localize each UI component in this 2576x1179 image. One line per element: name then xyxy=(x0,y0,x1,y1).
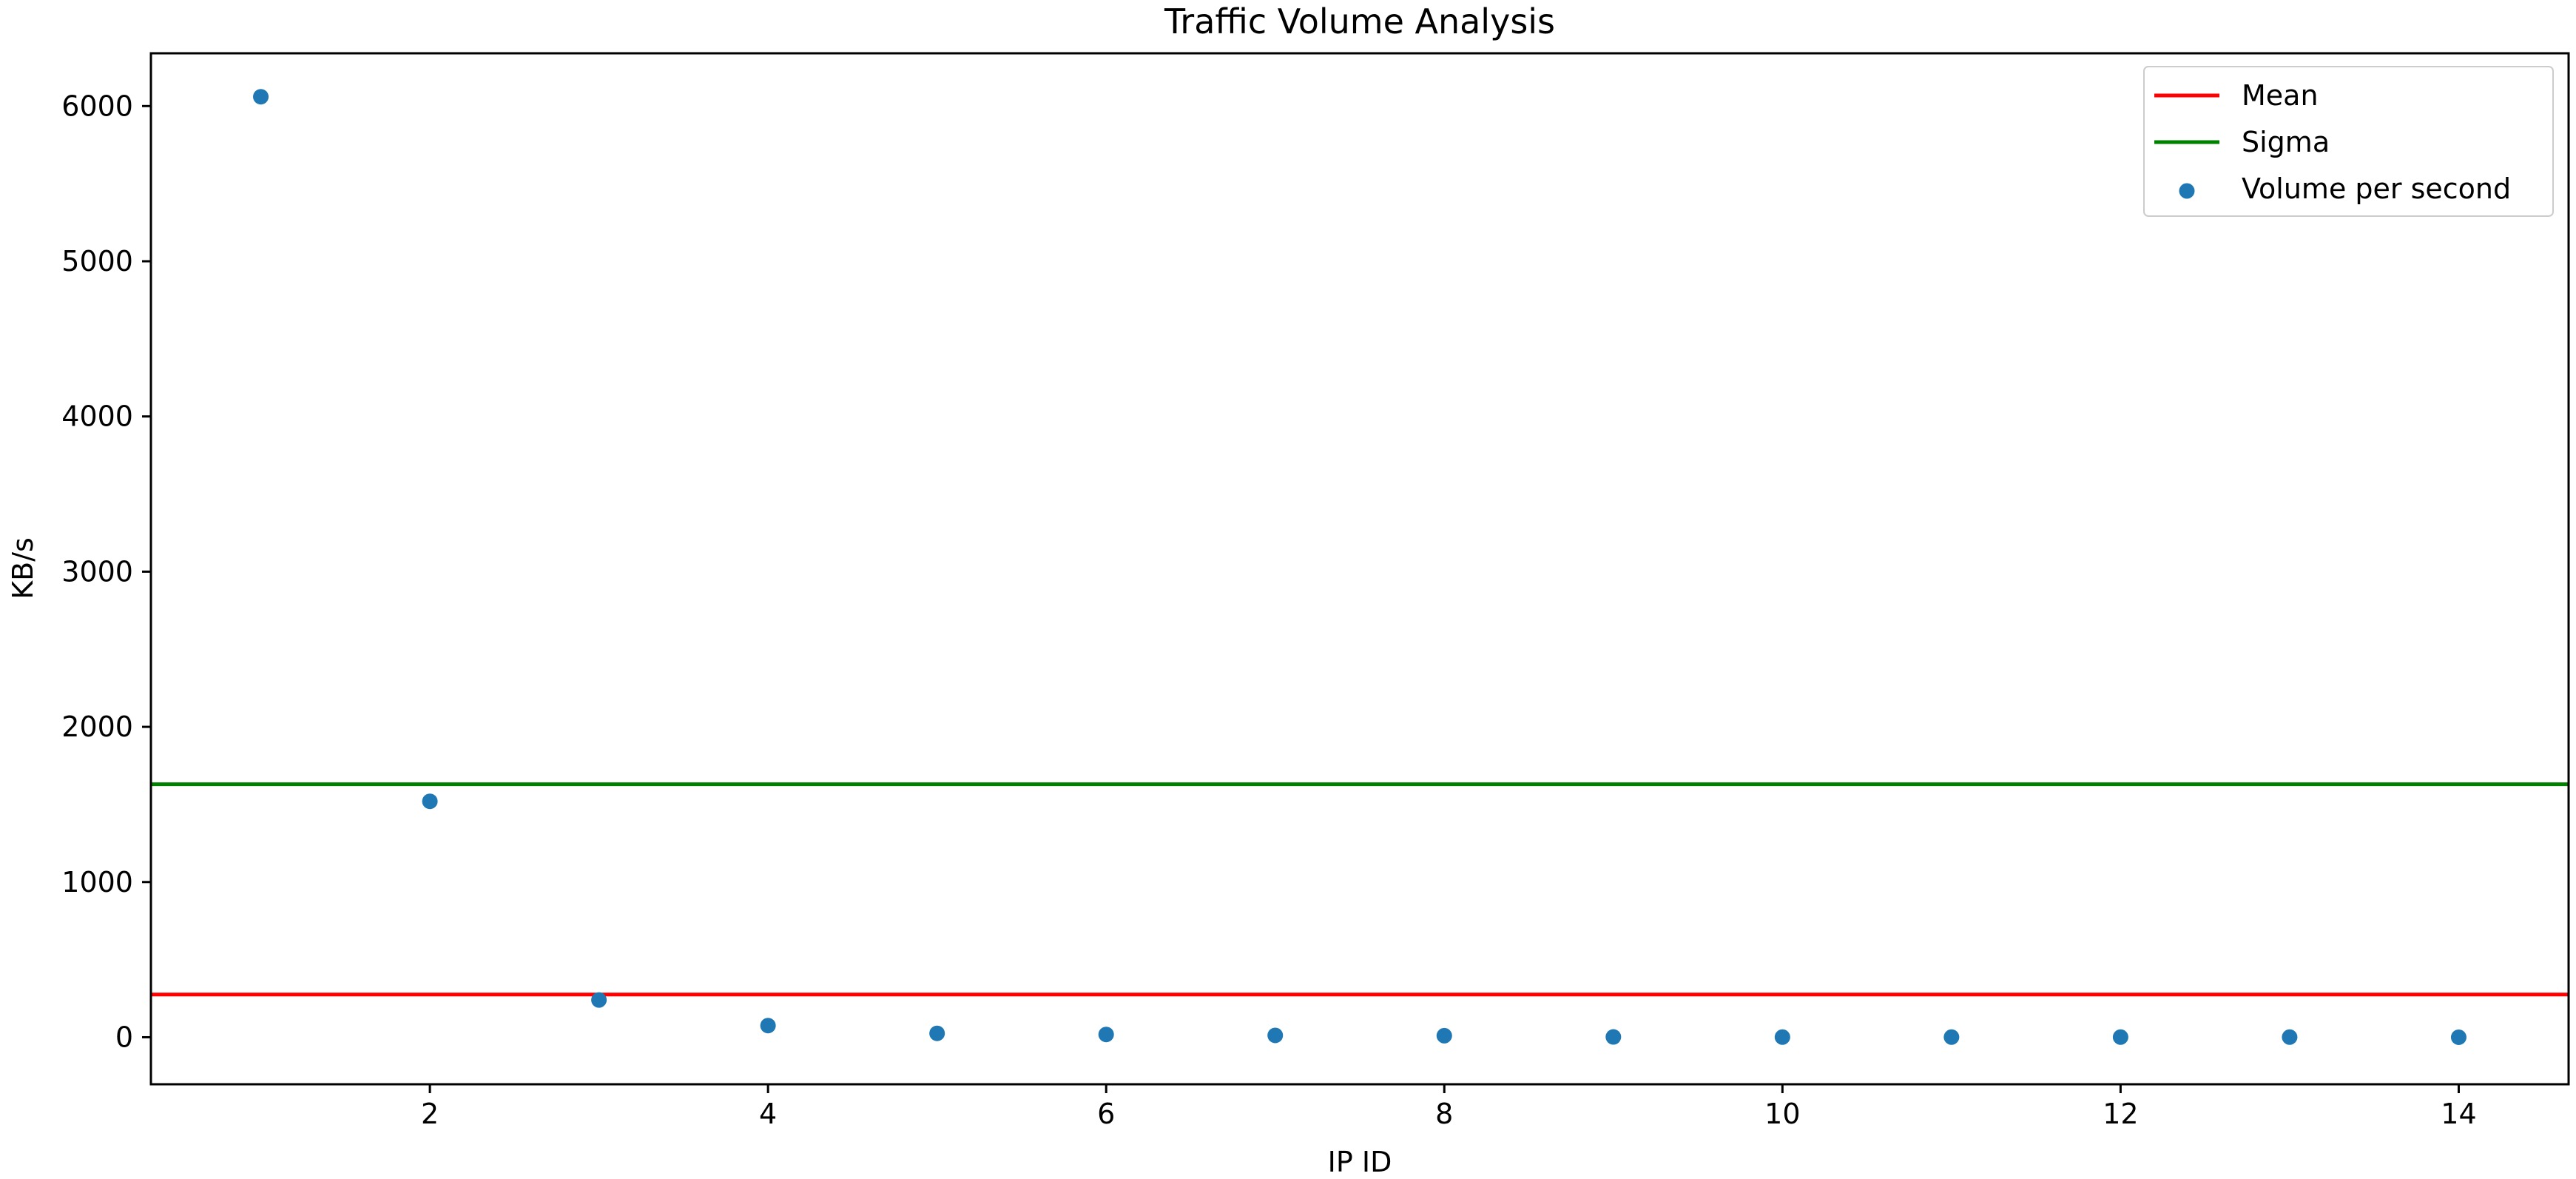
x-tick-label: 6 xyxy=(1097,1098,1115,1130)
data-point xyxy=(1943,1029,1960,1045)
legend-label: Volume per second xyxy=(2242,172,2511,205)
reference-lines xyxy=(151,782,2569,997)
data-point xyxy=(1267,1027,1284,1044)
y-tick-label: 5000 xyxy=(61,245,133,278)
legend-label: Mean xyxy=(2242,79,2319,112)
data-point xyxy=(253,89,269,105)
legend-item-volume-per-second: Volume per second xyxy=(2179,172,2511,205)
y-axis-label: KB/s xyxy=(7,537,39,599)
y-tick-label: 0 xyxy=(115,1021,133,1053)
x-tick-label: 14 xyxy=(2441,1098,2476,1130)
y-tick-label: 4000 xyxy=(61,400,133,433)
x-tick-label: 12 xyxy=(2103,1098,2138,1130)
data-point xyxy=(1436,1027,1452,1044)
data-point xyxy=(2450,1029,2467,1045)
y-tick-label: 3000 xyxy=(61,555,133,588)
legend: Mean Sigma Volume per second xyxy=(2143,66,2554,217)
data-point xyxy=(1098,1027,1114,1043)
data-point xyxy=(591,992,607,1008)
y-tick-label: 6000 xyxy=(61,90,133,122)
y-tick-label: 2000 xyxy=(61,711,133,743)
y-tick-label: 1000 xyxy=(61,866,133,898)
x-tick-label: 8 xyxy=(1435,1098,1453,1130)
data-point xyxy=(760,1018,776,1034)
data-point xyxy=(929,1025,945,1041)
y-axis-ticks: 0 1000 2000 3000 4000 5000 6000 xyxy=(61,90,151,1053)
data-point xyxy=(2112,1029,2128,1045)
legend-item-sigma: Sigma xyxy=(2154,126,2330,158)
legend-box xyxy=(2143,66,2554,217)
data-points xyxy=(253,89,2467,1045)
x-tick-label: 10 xyxy=(1764,1098,1800,1130)
x-axis-ticks: 2 4 6 8 10 12 14 xyxy=(421,1084,2477,1130)
x-tick-label: 2 xyxy=(421,1098,439,1130)
x-axis-label: IP ID xyxy=(1328,1146,1392,1176)
legend-label: Sigma xyxy=(2242,126,2330,158)
x-tick-label: 4 xyxy=(759,1098,777,1130)
chart-title: Traffic Volume Analysis xyxy=(1164,1,1555,41)
legend-marker-swatch xyxy=(2179,183,2195,199)
data-point xyxy=(1605,1029,1622,1045)
data-point xyxy=(2282,1029,2298,1045)
legend-item-mean: Mean xyxy=(2154,79,2319,112)
data-point xyxy=(422,793,438,810)
data-point xyxy=(1774,1029,1790,1045)
plot-frame xyxy=(149,52,2570,1086)
